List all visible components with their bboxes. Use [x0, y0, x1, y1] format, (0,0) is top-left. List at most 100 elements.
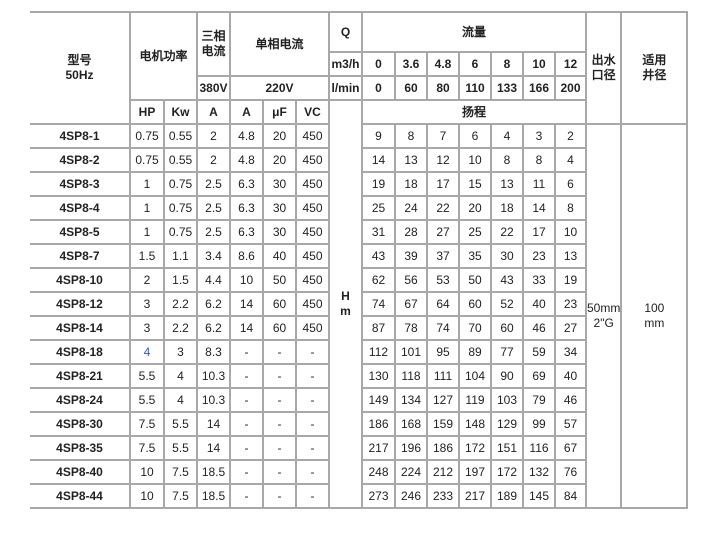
- spec-kw: 0.55: [163, 147, 198, 173]
- spec-kw: 0.55: [163, 123, 198, 149]
- spec-three-phase-a: 6.2: [196, 315, 231, 341]
- spec-three-phase-a: 18.5: [196, 459, 231, 485]
- spec-three-phase-a: 2.5: [196, 171, 231, 197]
- spec-single-phase-a: -: [229, 411, 264, 437]
- spec-capacitor-uf: 30: [262, 195, 297, 221]
- head-value-cell: 78: [394, 315, 428, 341]
- spec-capacitor-uf: -: [262, 411, 297, 437]
- table-row: 4SP8-44 10 7.5 18.5- - -273 246 233 217 189 145 84: [30, 483, 687, 509]
- head-value-cell: 50: [458, 267, 492, 293]
- spec-capacitor-uf: 60: [262, 291, 297, 317]
- spec-single-phase-a: 6.3: [229, 195, 264, 221]
- head-value-cell: 196: [394, 435, 428, 461]
- spec-single-phase-a: 6.3: [229, 171, 264, 197]
- head-value-cell: 60: [490, 315, 524, 341]
- spec-single-phase-a: 6.3: [229, 219, 264, 245]
- head-value-cell: 37: [426, 243, 460, 269]
- head-value-cell: 56: [394, 267, 428, 293]
- model-label: 型号: [67, 53, 92, 67]
- spec-capacitor-uf: -: [262, 339, 297, 365]
- table-row: 4SP8-2 0.75 0.55 2 4.8 20 450 14 13 12 10 8 8 4: [30, 147, 687, 173]
- spec-kw: 7.5: [163, 459, 198, 485]
- spec-capacitor-uf: 40: [262, 243, 297, 269]
- head-value-cell: 43: [361, 243, 396, 269]
- outlet-header: 出水 口径: [584, 11, 623, 125]
- head-value-cell: 90: [490, 363, 524, 389]
- well-value-1: 100: [644, 301, 665, 315]
- spec-hp: 3: [129, 315, 165, 341]
- spec-kw: 5.5: [163, 411, 198, 437]
- single-phase-current-header: 单相电流: [229, 11, 330, 77]
- spec-capacitor-vc: 450: [295, 243, 330, 269]
- voltage-220: 220V: [229, 75, 330, 101]
- head-value-cell: 60: [458, 291, 492, 317]
- head-value-cell: 217: [361, 435, 396, 461]
- well-label-2: 井径: [642, 68, 667, 82]
- model-header: 型号 50Hz: [30, 11, 131, 125]
- spec-capacitor-uf: 50: [262, 267, 297, 293]
- head-value-cell: 116: [522, 435, 556, 461]
- spec-three-phase-a: 2.5: [196, 195, 231, 221]
- head-value-cell: 112: [361, 339, 396, 365]
- table-row: 4SP8-24 5.5 4 10.3- - -149 134 127 119 103 79 46: [30, 387, 687, 413]
- head-value-cell: 151: [490, 435, 524, 461]
- spec-kw: 5.5: [163, 435, 198, 461]
- spec-three-phase-a: 14: [196, 411, 231, 437]
- table-row: 4SP8-14 3 2.2 6.2 14 60 450 87 78 74 70 60 46 27: [30, 315, 687, 341]
- table-row: 4SP8-4 1 0.75 2.5 6.3 30 450 25 24 22 20 18 14 8: [30, 195, 687, 221]
- head-value-cell: 59: [522, 339, 556, 365]
- head-value-cell: 273: [361, 483, 396, 509]
- head-value-cell: 19: [554, 267, 587, 293]
- head-value-cell: 8: [394, 123, 428, 149]
- head-value-cell: 22: [426, 195, 460, 221]
- head-value-cell: 217: [458, 483, 492, 509]
- spec-hp: 2: [129, 267, 165, 293]
- outlet-value: 50mm 2"G: [584, 123, 623, 509]
- spec-single-phase-a: 4.8: [229, 147, 264, 173]
- spec-capacitor-vc: 450: [295, 219, 330, 245]
- spec-hp: 3: [129, 291, 165, 317]
- head-value-cell: 25: [361, 195, 396, 221]
- head-value-cell: 7: [426, 123, 460, 149]
- head-value-cell: 13: [394, 147, 428, 173]
- spec-single-phase-a: -: [229, 435, 264, 461]
- head-value-cell: 89: [458, 339, 492, 365]
- head-value-cell: 186: [426, 435, 460, 461]
- head-value-cell: 69: [522, 363, 556, 389]
- outlet-value-2: 2"G: [593, 316, 614, 330]
- flow-m3h-cell: 6: [458, 51, 492, 77]
- spec-capacitor-uf: 30: [262, 219, 297, 245]
- model-cell: 4SP8-35: [30, 435, 131, 461]
- three-phase-label-1: 三相: [201, 29, 226, 43]
- head-value-cell: 40: [554, 363, 587, 389]
- flow-lmin-cell: 80: [426, 75, 460, 101]
- spec-kw: 1.1: [163, 243, 198, 269]
- head-value-cell: 57: [554, 411, 587, 437]
- head-value-cell: 53: [426, 267, 460, 293]
- head-unit-h: H: [341, 289, 350, 303]
- head-value-cell: 46: [522, 315, 556, 341]
- outlet-value-1: 50mm: [587, 301, 621, 315]
- spec-single-phase-a: -: [229, 363, 264, 389]
- spec-capacitor-vc: 450: [295, 195, 330, 221]
- spec-capacitor-vc: -: [295, 459, 330, 485]
- head-value-cell: 130: [361, 363, 396, 389]
- spec-three-phase-a: 8.3: [196, 339, 231, 365]
- head-value-cell: 168: [394, 411, 428, 437]
- spec-hp: 1.5: [129, 243, 165, 269]
- head-value-cell: 28: [394, 219, 428, 245]
- head-value-cell: 74: [361, 291, 396, 317]
- spec-hp: 4: [129, 339, 165, 365]
- spec-three-phase-a: 6.2: [196, 291, 231, 317]
- spec-capacitor-vc: 450: [295, 171, 330, 197]
- spec-three-phase-a: 2: [196, 147, 231, 173]
- q-header: Q: [328, 11, 363, 53]
- spec-three-phase-a: 10.3: [196, 363, 231, 389]
- spec-hp: 1: [129, 195, 165, 221]
- head-value-cell: 43: [490, 267, 524, 293]
- head-value-cell: 189: [490, 483, 524, 509]
- head-value-cell: 25: [458, 219, 492, 245]
- model-cell: 4SP8-3: [30, 171, 131, 197]
- head-value-cell: 34: [554, 339, 587, 365]
- spec-capacitor-uf: 30: [262, 171, 297, 197]
